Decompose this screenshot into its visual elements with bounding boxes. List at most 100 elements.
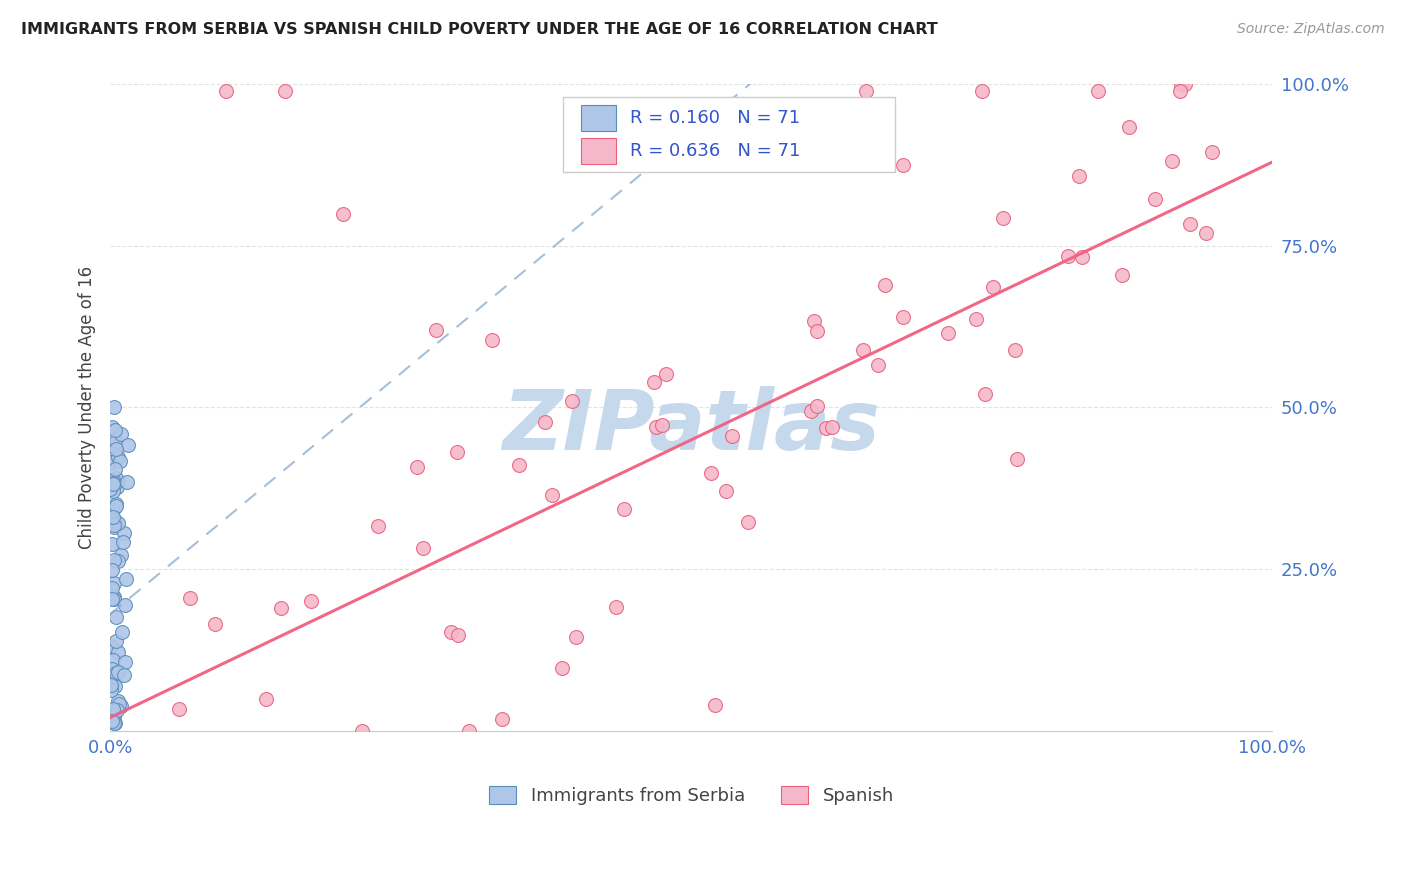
- Point: [100, 483, 122, 497]
- Point: [101, 537, 124, 551]
- Point: [100, 662, 122, 676]
- Text: R = 0.160   N = 71: R = 0.160 N = 71: [630, 109, 800, 127]
- Point: [107, 645, 129, 659]
- Point: [855, 84, 877, 98]
- Point: [254, 692, 277, 706]
- Point: [103, 553, 125, 567]
- Point: [101, 484, 124, 499]
- Point: [1194, 227, 1216, 241]
- Point: [891, 310, 914, 324]
- Point: [110, 426, 132, 441]
- Point: [105, 471, 128, 485]
- Point: [104, 434, 127, 448]
- Point: [1201, 145, 1223, 159]
- Point: [973, 386, 995, 401]
- Point: [103, 518, 125, 533]
- Point: [645, 420, 668, 434]
- Point: [103, 401, 125, 415]
- Point: [105, 442, 128, 456]
- Point: [105, 500, 128, 514]
- Point: [875, 278, 897, 293]
- Point: [412, 541, 434, 555]
- Point: [970, 84, 993, 98]
- Point: [104, 439, 127, 453]
- Point: [105, 665, 128, 679]
- Point: [655, 367, 678, 381]
- Point: [101, 509, 124, 524]
- Point: [458, 723, 481, 738]
- Point: [440, 625, 463, 640]
- Point: [800, 404, 823, 418]
- Bar: [564, 97, 894, 171]
- Point: [107, 450, 129, 464]
- Point: [1057, 249, 1080, 263]
- Point: [1178, 217, 1201, 231]
- Point: [352, 723, 374, 738]
- Point: [169, 701, 191, 715]
- Point: [561, 394, 583, 409]
- Bar: [581, 138, 616, 164]
- Point: [1143, 192, 1166, 206]
- Point: [117, 438, 139, 452]
- Point: [1070, 250, 1092, 264]
- Point: [1170, 78, 1192, 92]
- Point: [107, 665, 129, 679]
- Point: [104, 634, 127, 648]
- Point: [852, 343, 875, 358]
- Point: [101, 653, 124, 667]
- Point: [103, 520, 125, 534]
- Point: [821, 419, 844, 434]
- Point: [103, 716, 125, 731]
- Point: [700, 466, 723, 480]
- Point: [114, 655, 136, 669]
- Point: [367, 519, 389, 533]
- Text: ZIPatlas: ZIPatlas: [502, 386, 880, 467]
- Point: [714, 484, 737, 499]
- Point: [1111, 268, 1133, 282]
- Point: [101, 476, 124, 491]
- Point: [1168, 84, 1191, 98]
- Point: [299, 594, 322, 608]
- Point: [115, 572, 138, 586]
- Point: [814, 421, 837, 435]
- Text: R = 0.636   N = 71: R = 0.636 N = 71: [630, 143, 800, 161]
- Point: [866, 359, 889, 373]
- Bar: [581, 105, 616, 131]
- Point: [107, 516, 129, 530]
- Point: [104, 514, 127, 528]
- Point: [965, 312, 987, 326]
- Point: [112, 667, 135, 681]
- Point: [508, 458, 530, 472]
- Point: [540, 488, 562, 502]
- Point: [533, 415, 555, 429]
- Point: [101, 473, 124, 487]
- Point: [108, 454, 131, 468]
- Point: [565, 630, 588, 644]
- Point: [115, 475, 138, 489]
- Point: [613, 501, 636, 516]
- Legend: Immigrants from Serbia, Spanish: Immigrants from Serbia, Spanish: [482, 779, 901, 812]
- Point: [101, 476, 124, 491]
- Point: [103, 716, 125, 731]
- Point: [550, 661, 572, 675]
- Point: [104, 497, 127, 511]
- Point: [1118, 120, 1140, 134]
- Point: [100, 678, 122, 692]
- Point: [105, 665, 128, 680]
- Point: [110, 699, 132, 714]
- Point: [981, 279, 1004, 293]
- Point: [103, 575, 125, 590]
- Point: [651, 418, 673, 433]
- Point: [101, 420, 124, 434]
- Point: [481, 333, 503, 347]
- Point: [1004, 343, 1026, 357]
- Point: [273, 84, 295, 98]
- Point: [107, 553, 129, 567]
- Point: [1067, 169, 1090, 184]
- Point: [108, 697, 131, 711]
- Point: [107, 474, 129, 488]
- Point: [806, 399, 828, 413]
- Point: [605, 600, 627, 615]
- Point: [737, 515, 759, 529]
- Point: [107, 693, 129, 707]
